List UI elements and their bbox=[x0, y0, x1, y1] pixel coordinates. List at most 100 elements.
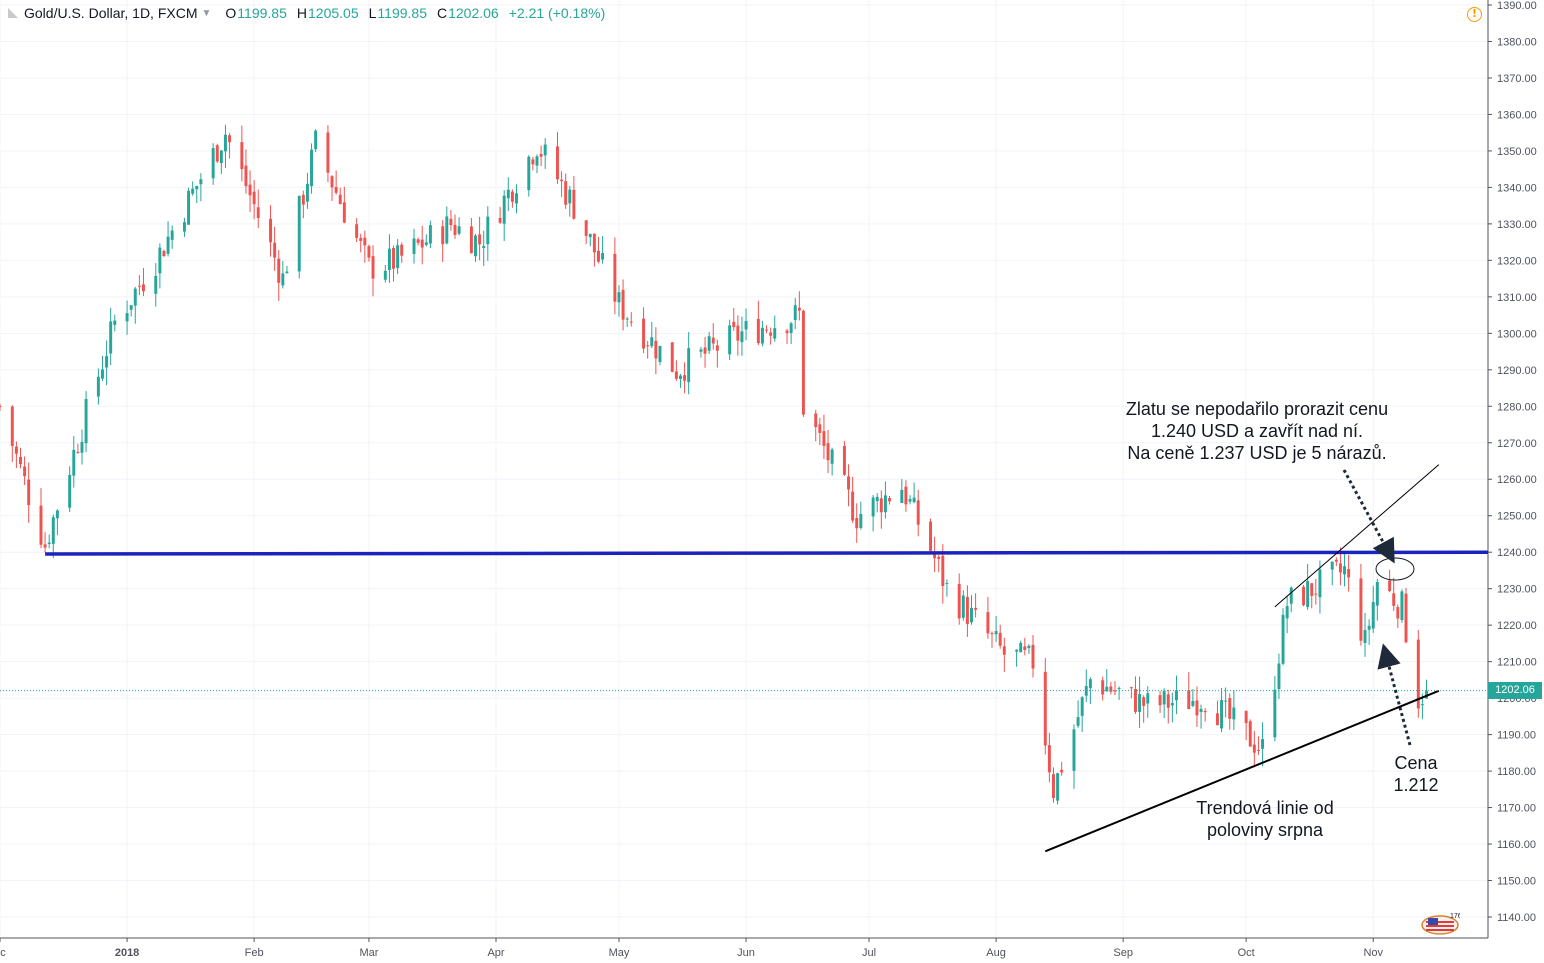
candle bbox=[1306, 563, 1310, 610]
rejection-ellipse bbox=[1375, 557, 1415, 581]
candle bbox=[162, 249, 166, 257]
symbol-triangle-icon bbox=[8, 8, 18, 18]
candle-body bbox=[535, 156, 539, 166]
candle-body bbox=[416, 239, 420, 243]
candle bbox=[998, 624, 1002, 649]
candle bbox=[445, 206, 449, 245]
warning-icon[interactable]: ! bbox=[1467, 7, 1482, 22]
candle bbox=[281, 261, 285, 289]
candle bbox=[801, 309, 805, 417]
candle bbox=[1084, 669, 1088, 703]
candle bbox=[515, 184, 518, 214]
candle bbox=[277, 250, 281, 301]
candle bbox=[84, 391, 88, 453]
candle bbox=[674, 360, 678, 381]
chevron-down-icon[interactable]: ▼ bbox=[201, 7, 212, 19]
candle-body bbox=[392, 248, 395, 269]
candle-body bbox=[527, 156, 531, 191]
candle-body bbox=[1215, 713, 1219, 726]
candle bbox=[1166, 689, 1170, 724]
candle bbox=[625, 316, 629, 327]
candle bbox=[715, 339, 719, 368]
candle-body bbox=[1404, 593, 1408, 643]
candle-body bbox=[301, 194, 305, 205]
candle bbox=[687, 332, 691, 395]
candle-body bbox=[801, 310, 805, 415]
price-axis[interactable]: 1390.00 1380.00 1370.00 1360.00 1350.00 1340.… bbox=[1487, 0, 1537, 938]
candle bbox=[158, 243, 162, 289]
candle-body bbox=[744, 321, 748, 330]
candle-body bbox=[76, 451, 80, 453]
candle-body bbox=[113, 320, 117, 325]
candle bbox=[1359, 563, 1363, 646]
candle bbox=[170, 225, 174, 249]
time-tick-label: Jun bbox=[737, 947, 755, 959]
candle-body bbox=[182, 222, 186, 232]
candle bbox=[371, 245, 375, 297]
candle bbox=[510, 189, 514, 208]
candle-body bbox=[1158, 695, 1162, 706]
candle-body bbox=[27, 479, 31, 506]
candle-body bbox=[228, 135, 232, 143]
candle bbox=[1392, 577, 1396, 611]
candle bbox=[105, 340, 109, 386]
candle-body bbox=[560, 179, 564, 182]
candle-body bbox=[277, 258, 281, 283]
candle bbox=[584, 220, 588, 245]
candle bbox=[1142, 695, 1146, 723]
candle-body bbox=[990, 633, 994, 635]
candle-body bbox=[510, 191, 514, 202]
candle-body bbox=[793, 305, 797, 321]
high-label: H bbox=[296, 5, 307, 21]
candle bbox=[14, 441, 18, 469]
candle-body bbox=[1228, 698, 1232, 719]
last-price-tag: 1202.06 bbox=[1488, 682, 1542, 699]
candle-body bbox=[10, 406, 14, 446]
candle bbox=[195, 185, 199, 204]
candle bbox=[1400, 589, 1404, 623]
candle bbox=[1404, 587, 1408, 644]
candle bbox=[39, 488, 43, 549]
candle-body bbox=[961, 595, 965, 618]
candle bbox=[55, 509, 59, 536]
candle-body bbox=[482, 246, 486, 248]
candle bbox=[453, 214, 457, 239]
candle bbox=[301, 190, 305, 219]
candle-body bbox=[900, 489, 904, 503]
candle bbox=[326, 125, 330, 183]
candle bbox=[469, 217, 473, 254]
time-axis[interactable]: ec 2018 Feb Mar Apr May Jun Jul Aug Sep Oct Nov bbox=[0, 937, 1488, 959]
candle-body bbox=[1015, 649, 1019, 652]
candle bbox=[19, 447, 22, 469]
candle bbox=[248, 170, 252, 212]
candle bbox=[1318, 560, 1322, 614]
candle bbox=[305, 172, 309, 209]
candle-body bbox=[597, 250, 600, 262]
candle bbox=[994, 615, 998, 642]
candle-body bbox=[342, 202, 346, 223]
candle bbox=[1220, 687, 1224, 733]
candle bbox=[855, 503, 859, 543]
candle bbox=[822, 414, 826, 460]
candle bbox=[879, 490, 883, 529]
candle bbox=[711, 323, 715, 350]
candle bbox=[572, 176, 576, 220]
candle bbox=[1347, 554, 1351, 592]
candle bbox=[1162, 688, 1166, 719]
candle bbox=[1343, 552, 1347, 587]
candle-body bbox=[424, 242, 428, 245]
candle-body bbox=[916, 500, 920, 525]
us-flag-icon[interactable]: 176 bbox=[1420, 911, 1460, 935]
candle bbox=[367, 244, 371, 262]
candle bbox=[1224, 687, 1228, 718]
time-tick-label: Nov bbox=[1363, 947, 1383, 959]
symbol-title[interactable]: Gold/U.S. Dollar, 1D, FXCM bbox=[24, 5, 198, 21]
candle-body bbox=[851, 491, 855, 521]
candle bbox=[80, 429, 84, 465]
candle bbox=[789, 321, 793, 345]
candle bbox=[96, 368, 100, 405]
candle bbox=[847, 464, 851, 507]
candle-body bbox=[678, 375, 682, 379]
candle-body bbox=[154, 275, 158, 294]
